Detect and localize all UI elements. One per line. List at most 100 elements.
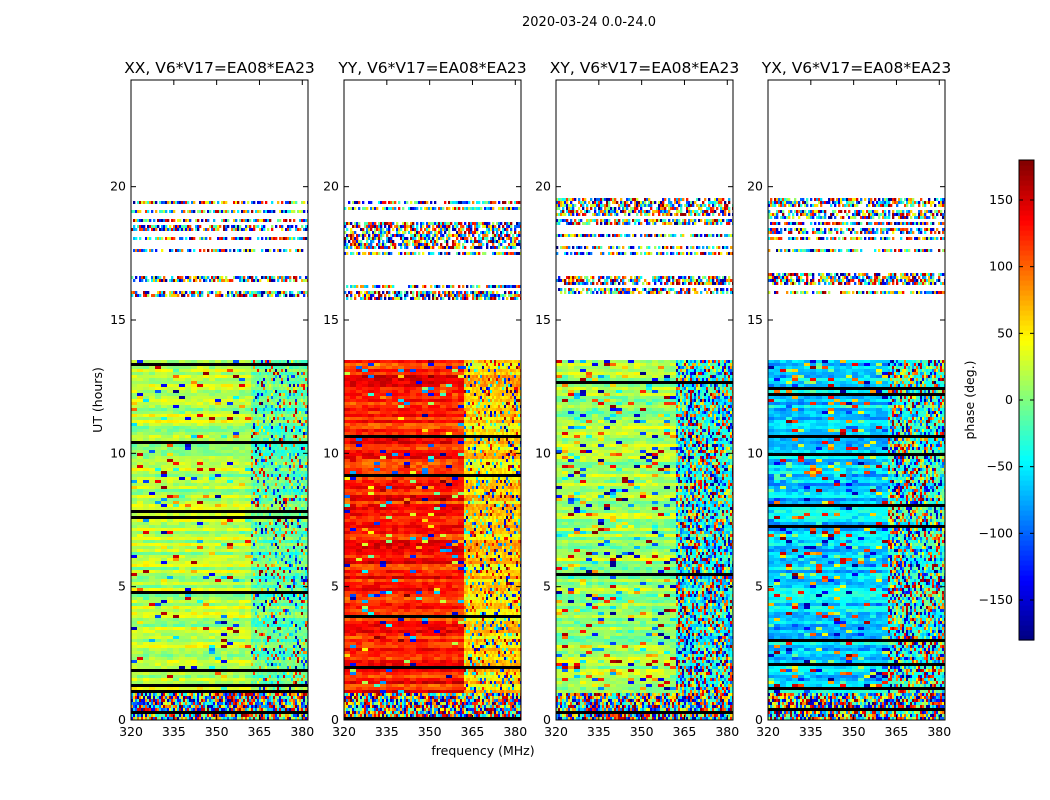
colorbar-segment xyxy=(1019,235,1034,241)
colorbar-segment xyxy=(1019,305,1034,311)
colorbar-segment xyxy=(1019,570,1034,576)
y-tick-label: 0 xyxy=(543,712,551,727)
colorbar-segment xyxy=(1019,540,1034,546)
y-tick-label: 0 xyxy=(118,712,126,727)
colorbar-segment xyxy=(1019,600,1034,606)
colorbar-segment xyxy=(1019,185,1034,191)
colorbar-segment xyxy=(1019,480,1034,486)
colorbar-segment xyxy=(1019,420,1034,426)
colorbar-segment xyxy=(1019,505,1034,511)
panel-4-frame xyxy=(767,79,946,721)
y-tick-label: 5 xyxy=(118,579,126,594)
x-tick-label: 335 xyxy=(587,724,611,739)
colorbar-segment xyxy=(1019,400,1034,406)
colorbar: −150 −100 −50 0 50 100 150 xyxy=(979,159,1035,641)
colorbar-segment xyxy=(1019,275,1034,281)
colorbar-label: phase (deg.) xyxy=(962,361,977,440)
panel-1-title: XX, V6*V17=EA08*EA23 xyxy=(124,59,315,77)
colorbar-segment xyxy=(1019,515,1034,521)
colorbar-segment xyxy=(1019,625,1034,631)
colorbar-segment xyxy=(1019,320,1034,326)
colorbar-segment xyxy=(1019,425,1034,431)
y-tick-label: 15 xyxy=(535,312,551,327)
panel-4-title: YX, V6*V17=EA08*EA23 xyxy=(761,59,951,77)
x-tick-label: 320 xyxy=(544,724,568,739)
figure-suptitle: 2020-03-24 0.0-24.0 xyxy=(522,15,656,30)
colorbar-segment xyxy=(1019,310,1034,316)
colorbar-segment xyxy=(1019,210,1034,216)
panels: XX, V6*V17=EA08*EA23 320 335 350 365 380 0 5 10 1… xyxy=(110,59,951,739)
colorbar-segment xyxy=(1019,345,1034,351)
colorbar-segment xyxy=(1019,470,1034,476)
panel-3-title: XY, V6*V17=EA08*EA23 xyxy=(550,59,739,77)
colorbar-segment xyxy=(1019,635,1034,641)
colorbar-segment xyxy=(1019,175,1034,181)
colorbar-tick-label: 150 xyxy=(989,192,1013,207)
colorbar-segment xyxy=(1019,250,1034,256)
y-tick-label: 20 xyxy=(535,179,551,194)
colorbar-segment xyxy=(1019,580,1034,586)
y-tick-label: 20 xyxy=(323,179,339,194)
colorbar-segment xyxy=(1019,240,1034,246)
panel-3: XY, V6*V17=EA08*EA23 320 335 350 365 380 0 5 10 1… xyxy=(535,59,739,739)
y-tick-label: 0 xyxy=(755,712,763,727)
x-tick-label: 365 xyxy=(885,724,909,739)
panel-2-title: YY, V6*V17=EA08*EA23 xyxy=(337,59,526,77)
colorbar-tick-label: 100 xyxy=(989,259,1013,274)
colorbar-segment xyxy=(1019,630,1034,636)
x-tick-label: 365 xyxy=(461,724,485,739)
x-tick-label: 350 xyxy=(630,724,654,739)
colorbar-segment xyxy=(1019,445,1034,451)
colorbar-segment xyxy=(1019,380,1034,386)
x-tick-label: 380 xyxy=(503,724,527,739)
colorbar-segment xyxy=(1019,490,1034,496)
panel-2: YY, V6*V17=EA08*EA23 320 335 350 365 380 0 5 10 1… xyxy=(323,59,527,739)
x-tick-label: 365 xyxy=(673,724,697,739)
colorbar-segment xyxy=(1019,315,1034,321)
colorbar-segment xyxy=(1019,295,1034,301)
colorbar-segment xyxy=(1019,560,1034,566)
colorbar-segment xyxy=(1019,575,1034,581)
y-tick-label: 10 xyxy=(323,445,339,460)
colorbar-segment xyxy=(1019,190,1034,196)
x-axis-label: frequency (MHz) xyxy=(431,743,534,758)
colorbar-segment xyxy=(1019,415,1034,421)
colorbar-segment xyxy=(1019,165,1034,171)
panel-4: YX, V6*V17=EA08*EA23 320 335 350 365 380 0 5 10 1… xyxy=(747,59,951,739)
colorbar-tick-label: −50 xyxy=(987,459,1013,474)
x-tick-label: 335 xyxy=(162,724,186,739)
colorbar-segment xyxy=(1019,200,1034,206)
colorbar-tick-label: −150 xyxy=(979,592,1013,607)
colorbar-segment xyxy=(1019,430,1034,436)
y-tick-label: 10 xyxy=(110,445,126,460)
colorbar-tick-label: 50 xyxy=(997,325,1013,340)
colorbar-segment xyxy=(1019,450,1034,456)
colorbar-segment xyxy=(1019,485,1034,491)
y-tick-label: 10 xyxy=(747,445,763,460)
colorbar-segment xyxy=(1019,180,1034,186)
panel-1-frame xyxy=(130,79,309,721)
colorbar-segment xyxy=(1019,260,1034,266)
colorbar-segment xyxy=(1019,495,1034,501)
y-tick-label: 20 xyxy=(747,179,763,194)
colorbar-segment xyxy=(1019,460,1034,466)
colorbar-segment xyxy=(1019,590,1034,596)
panel-3-heatmap xyxy=(556,80,733,720)
panel-2-heatmap xyxy=(344,80,521,720)
x-tick-label: 380 xyxy=(290,724,314,739)
x-tick-label: 365 xyxy=(248,724,272,739)
colorbar-segment xyxy=(1019,595,1034,601)
x-tick-label: 350 xyxy=(842,724,866,739)
colorbar-segment xyxy=(1019,335,1034,341)
colorbar-segment xyxy=(1019,500,1034,506)
colorbar-segment xyxy=(1019,205,1034,211)
colorbar-segment xyxy=(1019,270,1034,276)
colorbar-segment xyxy=(1019,330,1034,336)
y-tick-label: 20 xyxy=(110,179,126,194)
panel-4-heatmap xyxy=(768,80,945,720)
y-tick-label: 10 xyxy=(535,445,551,460)
colorbar-segment xyxy=(1019,475,1034,481)
colorbar-segment xyxy=(1019,605,1034,611)
colorbar-segment xyxy=(1019,385,1034,391)
x-tick-label: 320 xyxy=(332,724,356,739)
